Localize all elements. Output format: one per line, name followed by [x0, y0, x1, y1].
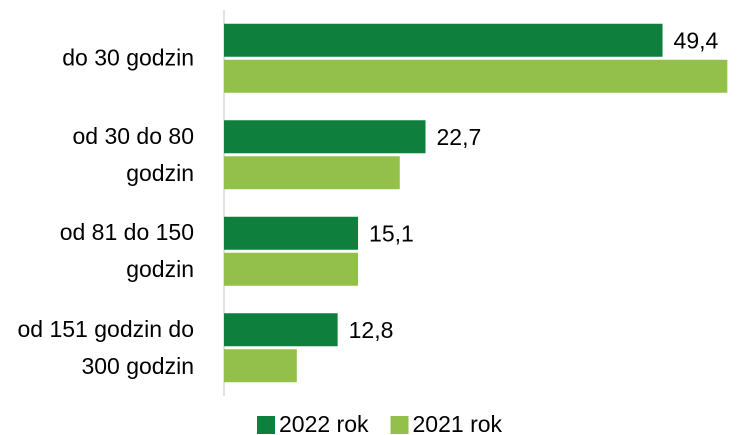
legend-swatch [257, 416, 275, 434]
legend-swatch [390, 416, 409, 434]
value-label: 12,8 [349, 317, 394, 343]
legend-label: 2022 rok [279, 411, 369, 435]
value-label: 22,7 [437, 124, 482, 150]
value-label: 15,1 [369, 220, 414, 246]
legend-label: 2021 rok [413, 411, 503, 435]
value-label: 49,4 [674, 27, 719, 53]
bar [224, 120, 426, 154]
bar [224, 313, 338, 347]
category-label: od 30 do 80 godzin [72, 122, 194, 186]
bar [224, 156, 400, 190]
bar [224, 216, 359, 250]
category-label: od 81 do 150 godzin [59, 219, 194, 283]
bar [224, 59, 728, 93]
category-label: do 30 godzin [62, 44, 194, 71]
bar [224, 23, 663, 57]
bar [224, 349, 297, 383]
category-label: od 151 godzin do 300 godzin [17, 315, 195, 379]
bar [224, 252, 359, 286]
